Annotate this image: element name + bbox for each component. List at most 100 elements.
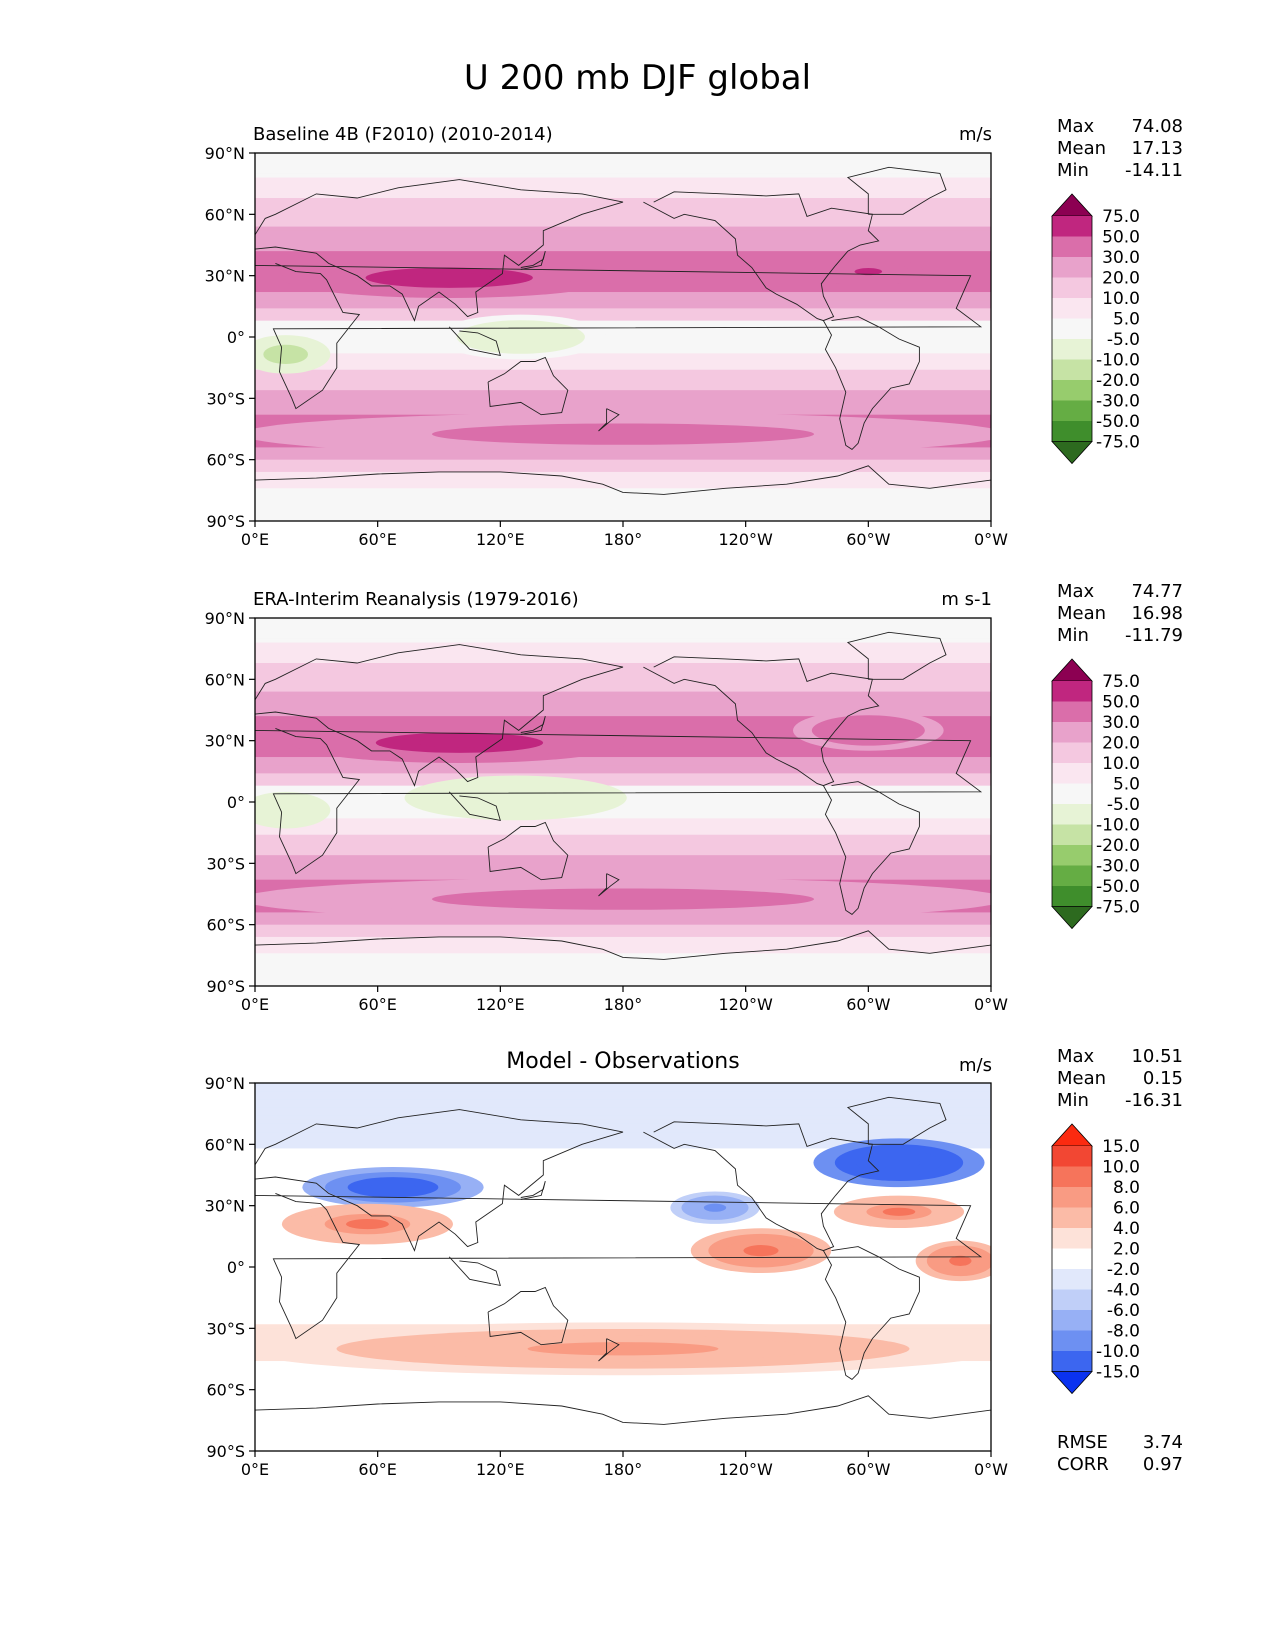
field-contour <box>854 268 883 276</box>
field-contour <box>877 1156 921 1169</box>
field-band <box>255 761 991 766</box>
colorbar-segment <box>1052 701 1092 723</box>
field-contour <box>370 1182 416 1193</box>
field-band <box>255 969 991 975</box>
colorbar-label: 10.0 <box>1102 754 1140 774</box>
stat-value: 0.15 <box>1142 1068 1183 1089</box>
colorbar-label: -75.0 <box>1096 898 1140 918</box>
coastline <box>255 930 991 960</box>
colorbar-label: 30.0 <box>1102 248 1140 268</box>
field-band <box>255 957 991 963</box>
field-band <box>255 361 991 367</box>
field-band <box>255 1091 991 1096</box>
field-band <box>255 781 991 787</box>
field-band <box>255 1242 991 1248</box>
map-field <box>255 618 991 986</box>
field-contour <box>949 1255 972 1266</box>
field-band <box>255 300 991 305</box>
field-band <box>255 357 991 363</box>
field-band <box>255 1103 991 1109</box>
stat-label: Mean <box>1057 603 1107 624</box>
coastline <box>598 873 620 897</box>
field-contour <box>407 272 492 283</box>
field-band <box>255 773 991 779</box>
field-band <box>255 210 991 215</box>
lon-tick-label: 60°E <box>358 530 396 549</box>
field-band <box>255 1393 991 1399</box>
field-band <box>255 1426 991 1432</box>
colorbar-segment <box>1052 804 1092 825</box>
field-band <box>255 720 991 725</box>
field-band <box>255 283 991 289</box>
field-band <box>255 369 991 375</box>
colorbar-label: 50.0 <box>1102 228 1140 248</box>
lon-tick-label: 60°E <box>358 1460 396 1479</box>
colorbar-segment <box>1052 845 1092 866</box>
field-band <box>255 226 991 232</box>
field-band <box>255 406 991 412</box>
lat-tick-label: 60°N <box>205 670 245 689</box>
colorbar-segment <box>1052 1269 1092 1290</box>
coastline <box>598 1338 620 1362</box>
field-band <box>255 626 991 631</box>
colorbar-segment <box>1052 257 1092 278</box>
field-band <box>255 863 991 869</box>
field-band <box>255 1262 991 1268</box>
stat-value: 17.13 <box>1131 138 1183 159</box>
lat-tick-label: 0° <box>227 1258 245 1277</box>
field-band <box>255 230 991 236</box>
field-band <box>255 1222 991 1227</box>
field-band <box>255 455 991 461</box>
lat-tick-label: 30°S <box>206 854 245 873</box>
field-band <box>255 748 991 754</box>
lon-tick-label: 180° <box>604 530 643 549</box>
field-band <box>255 699 991 705</box>
field-band <box>255 1442 991 1448</box>
field-band <box>255 165 991 170</box>
field-band <box>255 1438 991 1444</box>
field-band <box>255 650 991 656</box>
field-band <box>255 675 991 680</box>
field-band <box>255 476 991 481</box>
lon-tick-label: 60°E <box>358 995 396 1014</box>
lat-tick-label: 30°S <box>206 1319 245 1338</box>
field-band <box>255 467 991 473</box>
field-band <box>255 402 991 408</box>
colorbar-extend-min <box>1051 1371 1093 1395</box>
colorbar-label: -75.0 <box>1096 433 1140 453</box>
field-band <box>255 214 991 220</box>
map-field <box>255 1083 991 1451</box>
colorbar-label: 75.0 <box>1102 672 1140 692</box>
field-band <box>255 1254 991 1260</box>
field-band <box>255 484 991 489</box>
lon-tick-label: 60°W <box>846 530 890 549</box>
lon-tick-label: 120°E <box>476 530 525 549</box>
colorbar-label: 10.0 <box>1102 1158 1140 1178</box>
field-band <box>255 945 991 950</box>
panel-1-units: m/s <box>959 124 992 145</box>
coastline <box>487 821 569 881</box>
field-band <box>255 728 991 734</box>
field-band <box>255 671 991 676</box>
field-band <box>255 752 991 758</box>
field-band <box>255 846 991 852</box>
lon-tick-label: 0°W <box>974 995 1008 1014</box>
field-band <box>255 255 991 260</box>
field-band <box>255 488 991 493</box>
stat-value: -14.11 <box>1124 160 1183 181</box>
field-band <box>255 234 991 240</box>
colorbar-label: -2.0 <box>1107 1260 1140 1280</box>
lon-tick-label: 120°E <box>476 1460 525 1479</box>
field-band <box>255 1217 991 1223</box>
colorbar-label: -6.0 <box>1107 1301 1140 1321</box>
panel-3-units: m/s <box>959 1055 992 1076</box>
colorbar-segment <box>1052 865 1092 887</box>
field-band <box>255 1422 991 1428</box>
lat-tick-label: 90°S <box>206 512 245 531</box>
field-band <box>255 1127 991 1133</box>
coastline <box>846 166 947 215</box>
colorbar-frame <box>1051 216 1093 442</box>
field-band <box>255 337 991 342</box>
field-band <box>255 169 991 175</box>
field-band <box>255 1307 991 1313</box>
